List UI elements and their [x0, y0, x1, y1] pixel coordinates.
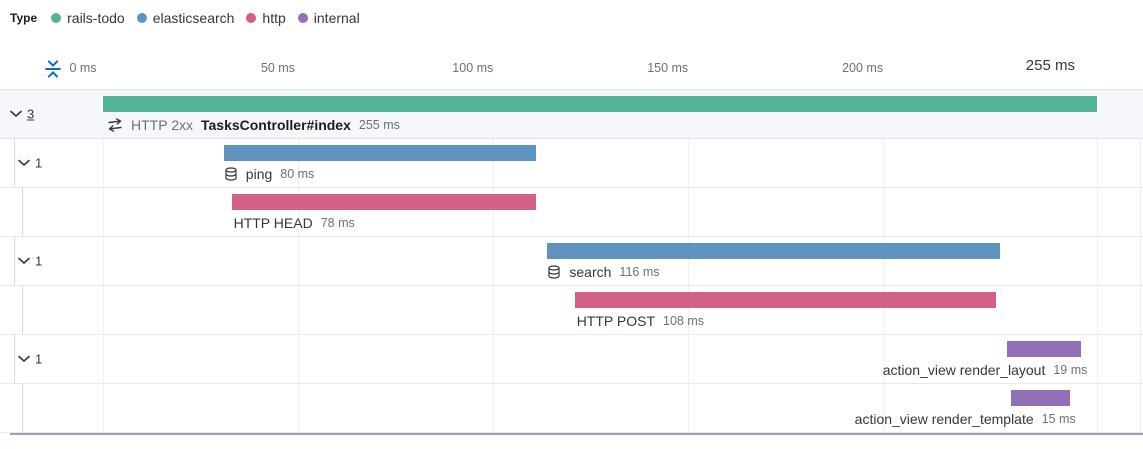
chevron-down-icon — [18, 159, 30, 166]
waterfall-row[interactable]: 1 search 116 ms — [0, 236, 1143, 286]
span-duration: 116 ms — [619, 265, 660, 279]
toggle-children-button[interactable]: 1 — [16, 154, 44, 173]
legend-item-rails-todo[interactable]: rails-todo — [51, 10, 125, 26]
span-duration: 255 ms — [358, 118, 400, 132]
span-bar-http[interactable] — [574, 292, 996, 308]
child-count: 1 — [35, 253, 43, 269]
chevron-down-icon — [10, 110, 22, 117]
indent-guide — [13, 334, 15, 383]
legend-item-internal[interactable]: internal — [297, 10, 360, 26]
span-label[interactable]: action_view render_template 15 ms — [855, 409, 1076, 429]
span-name: HTTP HEAD — [233, 215, 313, 231]
legend-item-label: internal — [313, 10, 360, 26]
database-icon — [547, 264, 561, 280]
span-name: action_view render_template — [854, 411, 1034, 427]
waterfall-row[interactable]: HTTP HEAD 78 ms — [0, 187, 1143, 237]
span-duration: 19 ms — [1053, 363, 1088, 377]
chevron-down-icon — [18, 257, 30, 264]
span-duration: 78 ms — [320, 216, 355, 230]
axis-tick: 0 ms — [69, 61, 97, 75]
span-bar-elasticsearch[interactable] — [547, 243, 1000, 259]
span-bar-http[interactable] — [231, 194, 536, 210]
toggle-children-button[interactable]: 1 — [16, 350, 44, 369]
waterfall-chart: 3 HTTP 2xx TasksController#index 255 ms — [0, 89, 1143, 434]
child-count: 3 — [27, 106, 35, 122]
type-legend: Type rails-todo elasticsearch http inter… — [10, 10, 360, 26]
span-label[interactable]: HTTP HEAD 78 ms — [234, 213, 355, 233]
axis-tick: 150 ms — [647, 61, 689, 75]
span-label[interactable]: HTTP 2xx TasksController#index 255 ms — [107, 115, 400, 135]
chart-right-border — [1140, 89, 1141, 433]
child-count: 1 — [35, 351, 43, 367]
span-duration: 15 ms — [1041, 412, 1076, 426]
span-outcome: HTTP 2xx — [131, 117, 193, 133]
timeline-bottom-scrollbar[interactable] — [10, 433, 1143, 435]
span-duration: 108 ms — [663, 314, 704, 328]
gridline — [103, 89, 104, 433]
legend-item-label: rails-todo — [67, 10, 125, 26]
span-duration: 80 ms — [280, 167, 315, 181]
axis-tick: 100 ms — [452, 61, 494, 75]
indent-guide — [13, 138, 15, 187]
indent-guide — [22, 285, 23, 334]
span-label[interactable]: action_view render_layout 19 ms — [883, 360, 1088, 380]
chevron-down-icon — [18, 355, 30, 362]
axis-total-duration: 255 ms — [1025, 57, 1075, 74]
span-name: action_view render_layout — [882, 362, 1046, 378]
legend-item-label: elasticsearch — [152, 10, 235, 26]
indent-guide — [13, 236, 15, 285]
transaction-icon — [107, 118, 123, 132]
toggle-children-button[interactable]: 3 — [8, 105, 36, 124]
waterfall-row[interactable]: HTTP POST 108 ms — [0, 285, 1143, 335]
gridline — [883, 89, 884, 433]
legend-color-dot-icon — [136, 13, 147, 23]
span-name: search — [569, 264, 612, 280]
waterfall-row[interactable]: 1 ping 80 ms — [0, 138, 1143, 188]
indent-guide — [22, 187, 23, 236]
span-bar-elasticsearch[interactable] — [223, 145, 536, 161]
span-bar-internal[interactable] — [1007, 341, 1082, 357]
collapse-timeline-icon — [45, 60, 61, 78]
span-bar-rails-todo[interactable] — [103, 96, 1097, 112]
waterfall-row[interactable]: 1 action_view render_layout 19 ms — [0, 334, 1143, 384]
span-label[interactable]: ping 80 ms — [224, 164, 315, 184]
span-name: HTTP POST — [576, 313, 655, 329]
legend-color-dot-icon — [246, 13, 257, 23]
axis-tick: 200 ms — [842, 61, 884, 75]
legend-item-elasticsearch[interactable]: elasticsearch — [136, 10, 235, 26]
gridline — [688, 89, 689, 433]
database-icon — [224, 166, 238, 182]
legend-title: Type — [10, 11, 38, 25]
waterfall-row[interactable]: 3 HTTP 2xx TasksController#index 255 ms — [0, 89, 1143, 139]
toggle-children-button[interactable]: 1 — [16, 252, 44, 271]
span-bar-internal[interactable] — [1011, 390, 1070, 406]
collapse-timeline-button[interactable] — [40, 56, 66, 82]
waterfall-row[interactable]: action_view render_template 15 ms — [0, 383, 1143, 433]
gridline — [493, 89, 494, 433]
span-label[interactable]: HTTP POST 108 ms — [577, 311, 704, 331]
gridline — [298, 89, 299, 433]
legend-color-dot-icon — [51, 13, 62, 23]
span-name: ping — [245, 166, 273, 182]
indent-guide — [22, 383, 23, 432]
legend-color-dot-icon — [297, 13, 308, 23]
span-label[interactable]: search 116 ms — [547, 262, 660, 282]
span-name: TasksController#index — [200, 117, 351, 133]
child-count: 1 — [35, 155, 43, 171]
axis-tick: 50 ms — [260, 61, 295, 75]
gridline — [1097, 89, 1098, 433]
legend-item-label: http — [262, 10, 286, 26]
legend-item-http[interactable]: http — [246, 10, 286, 26]
